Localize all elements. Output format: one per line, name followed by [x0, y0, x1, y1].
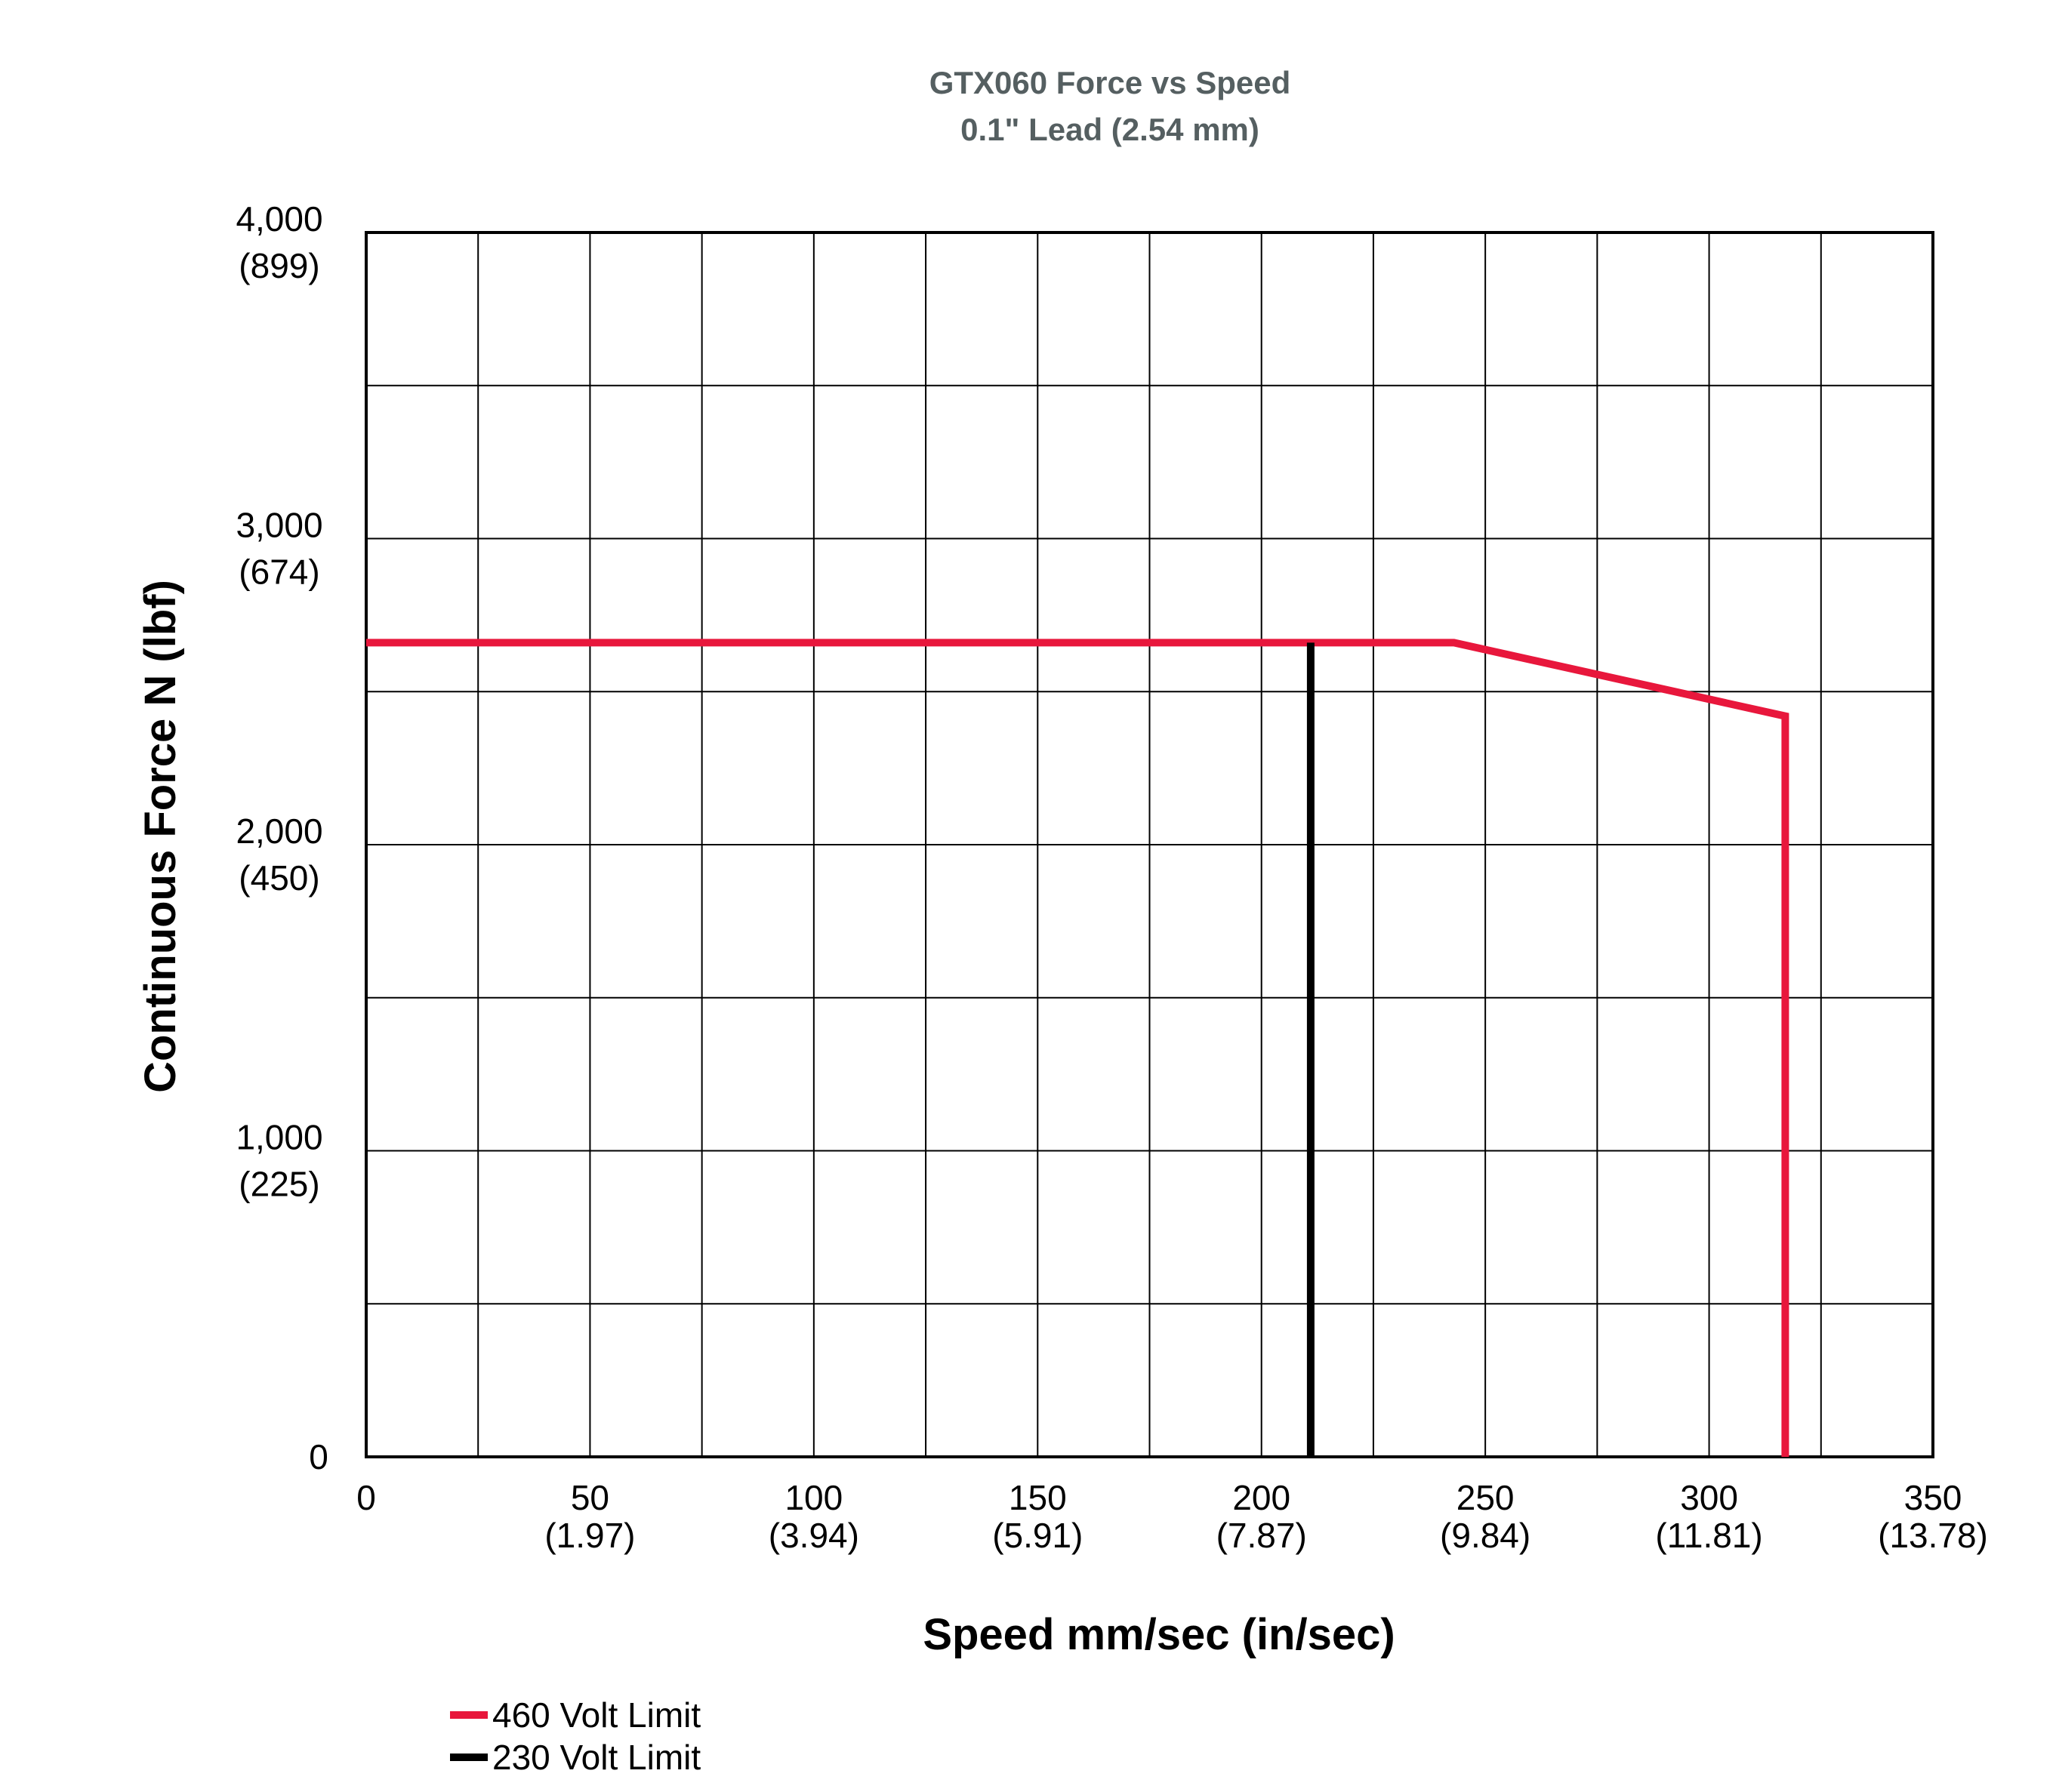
- x-tick-label: 50: [571, 1478, 609, 1517]
- x-tick-sublabel: (11.81): [1655, 1516, 1762, 1555]
- plot-frame: [365, 231, 1934, 1458]
- x-tick-sublabel: (13.78): [1878, 1516, 1988, 1555]
- x-axis-label: Speed mm/sec (in/sec): [923, 1610, 1395, 1659]
- legend-label: 460 Volt Limit: [492, 1695, 701, 1735]
- x-tick-sublabel: (7.87): [1216, 1516, 1307, 1555]
- plot-border: [365, 231, 1934, 1458]
- y-tick-sublabel: (674): [239, 553, 319, 592]
- y-axis-ticks: 0 1,000 (225) 2,000 (450) 3,000 (674) 4,000 (899…: [236, 199, 328, 1476]
- x-tick-label: 0: [356, 1478, 376, 1517]
- x-tick-sublabel: (5.91): [992, 1516, 1083, 1555]
- y-axis-label: Continuous Force N (lbf): [136, 580, 185, 1093]
- x-tick-label: 250: [1456, 1478, 1515, 1517]
- grid-lines: [366, 232, 1933, 1457]
- x-tick-label: 350: [1904, 1478, 1962, 1517]
- x-tick-sublabel: (3.94): [769, 1516, 859, 1555]
- series-line-1: [366, 639, 1789, 1457]
- chart-subtitle: 0.1" Lead (2.54 mm): [960, 112, 1259, 147]
- y-tick-sublabel: (899): [239, 246, 319, 285]
- x-tick-sublabel: (1.97): [544, 1516, 635, 1555]
- chart-title: GTX060 Force vs Speed: [929, 65, 1291, 100]
- y-tick-label: 0: [309, 1437, 328, 1476]
- y-tick-label: 2,000: [236, 811, 322, 851]
- y-tick-sublabel: (450): [239, 858, 319, 898]
- y-tick-label: 1,000: [236, 1118, 322, 1157]
- y-tick-label: 4,000: [236, 199, 322, 239]
- series-lines: [366, 639, 1789, 1457]
- x-tick-label: 150: [1009, 1478, 1067, 1517]
- y-tick-sublabel: (225): [239, 1165, 319, 1204]
- x-tick-sublabel: (9.84): [1440, 1516, 1530, 1555]
- x-tick-label: 300: [1680, 1478, 1738, 1517]
- x-tick-label: 100: [784, 1478, 843, 1517]
- legend-label: 230 Volt Limit: [492, 1738, 701, 1777]
- x-axis-ticks: 0 50(1.97)100(3.94)150(5.91)200(7.87)250(…: [356, 1478, 1988, 1555]
- x-tick-label: 200: [1232, 1478, 1290, 1517]
- y-tick-label: 3,000: [236, 506, 322, 545]
